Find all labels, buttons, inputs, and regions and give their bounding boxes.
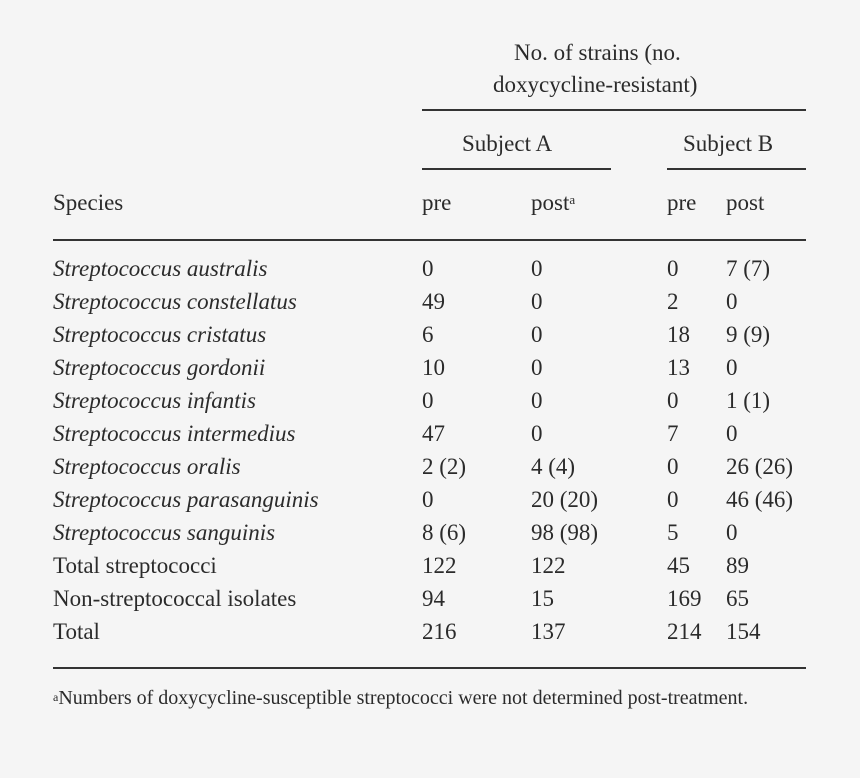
species-name: Streptococcus parasanguinis xyxy=(53,487,319,512)
species-name: Streptococcus gordonii xyxy=(53,355,266,380)
cell-subject-b-pre: 0 xyxy=(667,454,679,479)
cell-subject-b-pre: 214 xyxy=(667,619,702,644)
cell-subject-a-post: 98 (98) xyxy=(531,520,599,545)
species-name: Streptococcus infantis xyxy=(53,388,256,413)
cell-subject-a-post: 20 (20) xyxy=(531,487,599,512)
species-name: Streptococcus australis xyxy=(53,256,268,281)
cell-subject-b-pre: 5 xyxy=(667,520,679,545)
cell-subject-a-pre: 0 xyxy=(422,487,434,512)
subject-b-heading: Subject B xyxy=(683,131,774,156)
group-title-line2: doxycycline-resistant) xyxy=(493,72,698,97)
subject-a-heading: Subject A xyxy=(462,131,553,156)
cell-subject-a-post: 4 (4) xyxy=(531,454,576,479)
cell-subject-a-pre: 8 (6) xyxy=(422,520,467,545)
cell-subject-b-pre: 0 xyxy=(667,487,679,512)
cell-subject-a-post: 137 xyxy=(531,619,566,644)
cell-subject-a-post: 122 xyxy=(531,553,566,578)
subject-a-rule xyxy=(422,168,611,170)
subject-a-post-header: posta xyxy=(531,190,576,215)
cell-subject-b-pre: 2 xyxy=(667,289,679,314)
footnote-text: Numbers of doxycycline-susceptible strep… xyxy=(58,687,749,709)
cell-subject-b-pre: 13 xyxy=(667,355,690,380)
cell-subject-b-pre: 0 xyxy=(667,256,679,281)
cell-subject-a-post: 0 xyxy=(531,256,543,281)
subject-b-rule xyxy=(667,168,806,170)
subject-a-pre-header: pre xyxy=(422,190,452,215)
species-name: Streptococcus constellatus xyxy=(53,289,297,314)
cell-subject-b-post: 26 (26) xyxy=(726,454,794,479)
cell-subject-b-post: 0 xyxy=(726,355,738,380)
species-name: Streptococcus oralis xyxy=(53,454,241,479)
cell-subject-a-pre: 216 xyxy=(422,619,457,644)
cell-subject-b-pre: 7 xyxy=(667,421,679,446)
total-label: Total streptococci xyxy=(53,553,217,578)
cell-subject-b-pre: 45 xyxy=(667,553,690,578)
cell-subject-a-post: 0 xyxy=(531,322,543,347)
cell-subject-a-pre: 10 xyxy=(422,355,445,380)
cell-subject-b-post: 65 xyxy=(726,586,749,611)
group-rule xyxy=(422,109,806,111)
cell-subject-b-post: 154 xyxy=(726,619,761,644)
subject-b-pre-header: pre xyxy=(667,190,697,215)
cell-subject-b-post: 1 (1) xyxy=(726,388,771,413)
cell-subject-b-post: 0 xyxy=(726,421,738,446)
header-bottom-rule xyxy=(53,239,806,241)
cell-subject-a-pre: 49 xyxy=(422,289,445,314)
cell-subject-a-post: 0 xyxy=(531,289,543,314)
footnote: aNumbers of doxycycline-susceptible stre… xyxy=(53,685,805,712)
cell-subject-a-post: 15 xyxy=(531,586,554,611)
cell-subject-a-post: 0 xyxy=(531,355,543,380)
cell-subject-b-pre: 169 xyxy=(667,586,702,611)
footnote-mark: a xyxy=(53,690,59,704)
cell-subject-b-post: 7 (7) xyxy=(726,256,771,281)
cell-subject-a-pre: 122 xyxy=(422,553,457,578)
species-name: Streptococcus sanguinis xyxy=(53,520,276,545)
cell-subject-a-pre: 47 xyxy=(422,421,445,446)
subject-b-post-header: post xyxy=(726,190,765,215)
cell-subject-a-pre: 2 (2) xyxy=(422,454,467,479)
cell-subject-b-pre: 0 xyxy=(667,388,679,413)
species-column-header: Species xyxy=(53,190,124,215)
cell-subject-a-pre: 94 xyxy=(422,586,445,611)
table-bottom-rule xyxy=(53,667,806,669)
species-name: Streptococcus cristatus xyxy=(53,322,267,347)
total-label: Non-streptococcal isolates xyxy=(53,586,297,611)
species-name: Streptococcus intermedius xyxy=(53,421,296,446)
cell-subject-a-pre: 0 xyxy=(422,388,434,413)
cell-subject-b-pre: 18 xyxy=(667,322,690,347)
total-label: Total xyxy=(53,619,100,644)
footnote-mark: a xyxy=(569,192,576,207)
cell-subject-b-post: 9 (9) xyxy=(726,322,771,347)
cell-subject-a-pre: 0 xyxy=(422,256,434,281)
cell-subject-b-post: 0 xyxy=(726,520,738,545)
group-title-line1: No. of strains (no. xyxy=(514,40,681,65)
cell-subject-a-pre: 6 xyxy=(422,322,434,347)
cell-subject-b-post: 0 xyxy=(726,289,738,314)
cell-subject-a-post: 0 xyxy=(531,388,543,413)
cell-subject-b-post: 46 (46) xyxy=(726,487,794,512)
cell-subject-a-post: 0 xyxy=(531,421,543,446)
cell-subject-b-post: 89 xyxy=(726,553,749,578)
